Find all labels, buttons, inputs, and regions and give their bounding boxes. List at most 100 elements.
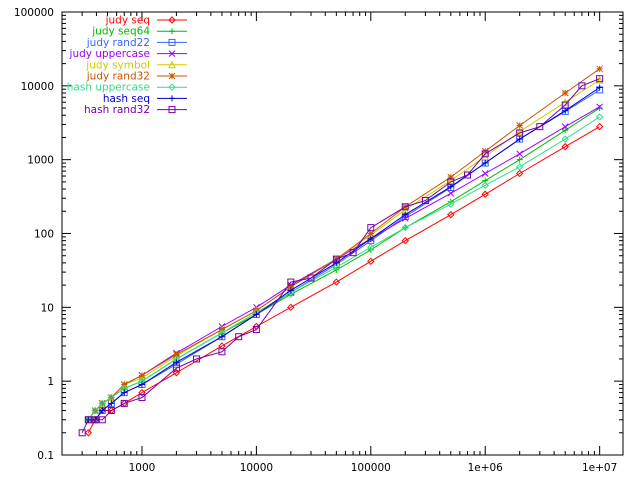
data-point <box>91 406 99 415</box>
legend-label: judy uppercase <box>69 48 150 60</box>
data-point <box>447 210 455 219</box>
legend-marker <box>169 28 175 35</box>
plot-frame <box>61 11 624 456</box>
data-point <box>84 429 93 437</box>
legend-label: judy rand32 <box>86 71 150 83</box>
data-point <box>253 307 260 315</box>
data-point <box>482 160 489 167</box>
data-point <box>138 381 145 388</box>
y-tick-label: 10000 <box>21 81 54 93</box>
data-point <box>98 399 107 408</box>
data-point <box>138 371 146 379</box>
data-point <box>515 127 524 136</box>
data-point <box>481 181 489 189</box>
data-point <box>596 65 603 73</box>
series-line <box>88 87 600 421</box>
legend-label: hash rand32 <box>84 104 150 116</box>
x-tick-label: 1e+07 <box>582 462 617 474</box>
data-point <box>107 407 115 415</box>
data-point <box>235 333 243 341</box>
data-point <box>332 255 340 263</box>
data-point <box>99 407 106 414</box>
data-point <box>596 84 603 91</box>
y-tick-label: 100 <box>34 229 54 241</box>
data-point <box>421 196 429 204</box>
data-point <box>447 200 455 208</box>
data-point <box>252 326 260 334</box>
data-point <box>287 283 295 291</box>
data-point <box>481 150 489 158</box>
data-point <box>561 142 569 151</box>
data-point <box>536 123 544 131</box>
legend-marker <box>168 50 176 57</box>
data-point <box>332 278 341 286</box>
data-point <box>253 311 260 318</box>
legend-label: judy seq64 <box>91 26 150 38</box>
data-point <box>332 263 341 271</box>
x-tick-label: 1000 <box>129 462 156 474</box>
legend-label: judy symbol <box>85 59 150 71</box>
series-line <box>87 126 600 434</box>
legend-marker <box>168 38 176 46</box>
data-point <box>516 136 523 143</box>
legend-marker <box>168 106 176 114</box>
data-point <box>401 236 409 245</box>
data-point <box>516 129 524 137</box>
data-point <box>172 364 180 372</box>
data-point <box>120 381 128 388</box>
data-point <box>401 223 409 232</box>
data-point <box>578 82 586 90</box>
data-point <box>218 333 225 340</box>
data-point <box>287 287 294 294</box>
legend-label: judy seq <box>105 15 150 27</box>
data-point <box>193 355 201 363</box>
legend-label: hash seq <box>103 93 150 105</box>
data-point <box>333 259 340 266</box>
data-point <box>349 249 357 257</box>
data-point <box>307 274 315 282</box>
data-point <box>121 389 128 396</box>
y-tick-label: 0.1 <box>37 450 54 462</box>
data-point <box>172 369 181 377</box>
legend-marker <box>169 95 175 102</box>
data-point <box>367 230 375 237</box>
data-point <box>91 416 99 424</box>
x-tick-label: 10000 <box>240 462 273 474</box>
series-group <box>78 65 604 437</box>
x-tick-label: 100000 <box>351 462 391 474</box>
data-point <box>516 122 524 129</box>
data-point <box>596 103 603 111</box>
data-point <box>464 171 472 179</box>
data-point <box>561 89 569 97</box>
y-tick-label: 1 <box>47 376 54 388</box>
legend-marker <box>168 16 176 24</box>
data-point <box>447 178 455 186</box>
data-point <box>401 203 409 211</box>
data-point <box>138 388 146 397</box>
legend-marker <box>168 72 176 80</box>
data-point <box>562 127 569 134</box>
y-tick-label: 10 <box>41 302 54 314</box>
series-hash-rand32 <box>78 75 604 437</box>
data-point <box>595 75 604 84</box>
x-tick-label: 1e+06 <box>468 462 504 474</box>
data-point <box>108 400 115 407</box>
data-point <box>138 394 146 402</box>
data-point <box>367 235 374 242</box>
legend-label: judy rand22 <box>86 37 150 49</box>
data-point <box>516 150 524 158</box>
data-point <box>173 351 180 358</box>
data-point <box>516 156 523 163</box>
legend-label: hash uppercase <box>67 82 150 94</box>
data-point <box>98 416 106 424</box>
data-point <box>481 190 489 198</box>
legend-marker <box>168 60 176 69</box>
data-point <box>561 101 569 109</box>
data-point <box>367 224 375 232</box>
axis-ticks: 0.1 1 10 100 1000 10000 100000 1000 10000 100000 1… <box>14 7 623 474</box>
data-point <box>84 416 92 424</box>
data-point <box>515 163 524 171</box>
series-line <box>81 78 600 434</box>
